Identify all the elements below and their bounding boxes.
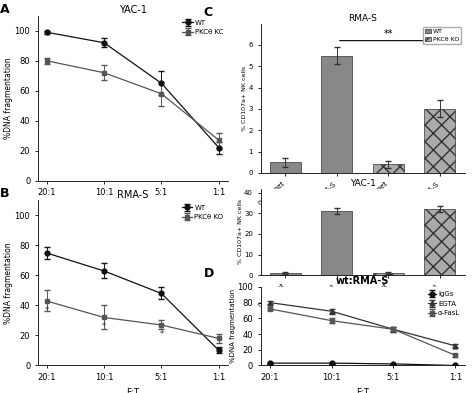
Title: wt:RMA-S: wt:RMA-S: [336, 276, 389, 286]
Bar: [270, 273, 301, 275]
Text: A: A: [0, 2, 9, 15]
X-axis label: E:T: E:T: [126, 203, 139, 212]
Y-axis label: %DNA fragmentation: %DNA fragmentation: [4, 57, 13, 139]
Bar: [424, 209, 455, 275]
Y-axis label: %DNA fragmentation: %DNA fragmentation: [230, 289, 236, 363]
Legend: WT, PKCθ KC: WT, PKCθ KC: [180, 17, 226, 38]
Bar: [373, 164, 404, 173]
Text: B: B: [0, 187, 9, 200]
Bar: [321, 55, 352, 173]
Title: RMA-S: RMA-S: [117, 190, 148, 200]
Text: **: **: [383, 29, 393, 39]
Bar: [424, 109, 455, 173]
Title: YAC-1: YAC-1: [350, 179, 375, 188]
Y-axis label: %DNA fragmentation: %DNA fragmentation: [4, 242, 13, 324]
Bar: [270, 162, 301, 173]
Title: RMA-S: RMA-S: [348, 14, 377, 23]
Text: *: *: [102, 323, 106, 331]
Bar: [373, 273, 404, 275]
Legend: WT, PKCθ KO: WT, PKCθ KO: [179, 202, 226, 223]
Text: C: C: [204, 6, 213, 18]
Text: *: *: [45, 306, 49, 315]
Text: D: D: [204, 267, 214, 280]
Bar: [321, 211, 352, 275]
Text: *: *: [159, 330, 164, 339]
Legend: IgGs, EGTA, α-FasL: IgGs, EGTA, α-FasL: [425, 288, 463, 319]
Y-axis label: % CD107a+ NK cells: % CD107a+ NK cells: [242, 66, 247, 131]
Title: YAC-1: YAC-1: [118, 5, 147, 15]
X-axis label: E:T: E:T: [126, 387, 139, 393]
X-axis label: E:T: E:T: [356, 387, 369, 393]
Legend: WT, PKCθ KO: WT, PKCθ KO: [423, 27, 461, 44]
Y-axis label: % CD107a+ NK cells: % CD107a+ NK cells: [237, 199, 243, 264]
